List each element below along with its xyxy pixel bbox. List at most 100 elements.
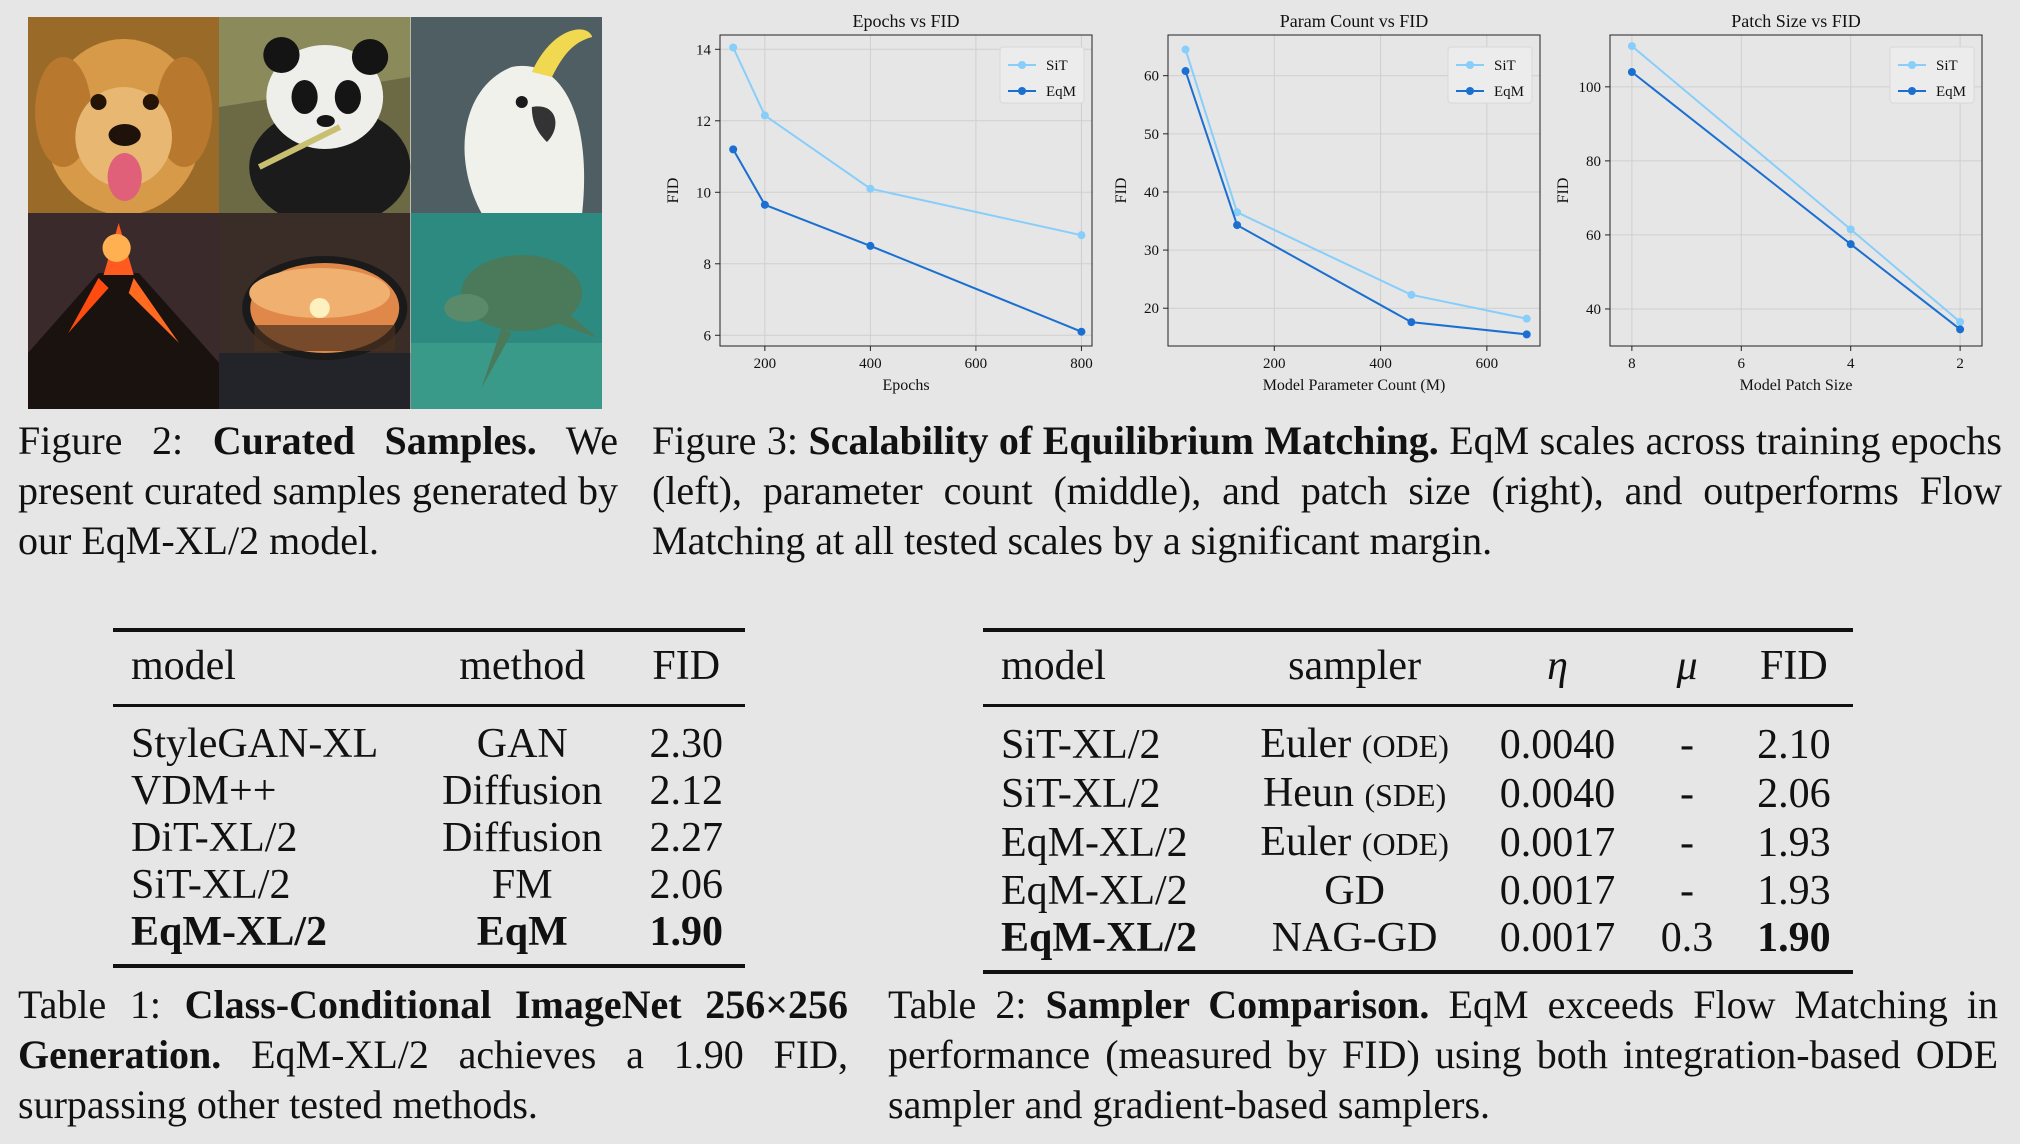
table-row: StyleGAN-XL GAN 2.30: [113, 706, 745, 769]
photo-golden-retriever: [28, 17, 220, 213]
legend-marker: [1018, 61, 1026, 69]
x-tick-label: 800: [1070, 356, 1093, 372]
plot-frame: [1167, 34, 1541, 347]
chart-param-count-vs-fid: 20 30 40 50 60 200 400 600 Param Count vs FID Mod…: [1108, 0, 1558, 400]
data-point-eqm: [1956, 325, 1965, 334]
table2-cell-sampler: Euler (ODE): [1233, 819, 1475, 868]
legend-marker: [1466, 87, 1474, 95]
chart-title: Param Count vs FID: [1280, 11, 1429, 31]
series-line-sit: [1184, 49, 1527, 320]
table2-cell-sampler: Heun (SDE): [1233, 770, 1475, 819]
sampler-type: (ODE): [1361, 826, 1449, 862]
table2-cell-mu: 0.3: [1660, 915, 1714, 961]
table2-cell-model: EqM-XL/2: [1001, 820, 1188, 866]
chart-patch-size-vs-fid: 40 60 80 100 8 6 4 2 Patch Size vs FID Model Patc…: [1550, 0, 2000, 400]
table2-cell-fid: 2.10: [1757, 722, 1831, 768]
y-axis-label: FID: [1555, 178, 1572, 204]
table2-cell-mu: -: [1680, 722, 1695, 768]
data-point-sit: [760, 111, 769, 120]
photo-car-mirror-sunset: [219, 213, 411, 409]
table2-cell-mu: -: [1680, 771, 1695, 817]
data-point-eqm: [1627, 68, 1636, 77]
chart-title: Epochs vs FID: [853, 11, 960, 31]
x-tick-label: 4: [1847, 356, 1855, 372]
figure3-caption: Figure 3: Scalability of Equilibrium Mat…: [652, 416, 2002, 566]
table2-header-fid: FID: [1734, 630, 1853, 707]
figure2-caption: Figure 2: Curated Samples. We present cu…: [18, 416, 618, 566]
plot-frame: [719, 34, 1093, 347]
table2-cell-model: EqM-XL/2: [1001, 868, 1188, 914]
series-line-eqm: [732, 148, 1082, 333]
data-point-eqm: [1846, 240, 1855, 249]
table1-cell-model: DiT-XL/2: [131, 815, 298, 861]
data-point-eqm: [729, 145, 738, 154]
table-row: EqM-XL/2 Euler (ODE) 0.0017 - 1.93: [983, 819, 1853, 868]
table-row: VDM++ Diffusion 2.12: [113, 768, 745, 815]
table2-cell-eta: 0.0040: [1499, 771, 1616, 817]
table2-caption-title: Sampler Comparison.: [1045, 982, 1430, 1027]
table2-header-model: model: [983, 630, 1234, 707]
data-point-sit: [1627, 42, 1636, 51]
x-tick-label: 400: [859, 356, 882, 372]
y-tick-label: 50: [1144, 127, 1159, 143]
x-tick-label: 6: [1738, 356, 1746, 372]
chart-title: Patch Size vs FID: [1731, 11, 1861, 31]
legend-marker: [1908, 87, 1916, 95]
data-point-eqm: [760, 200, 769, 209]
data-point-sit: [866, 184, 875, 193]
table1-cell-method: GAN: [476, 721, 568, 767]
series-line-eqm: [1184, 70, 1527, 336]
legend-marker: [1908, 61, 1916, 69]
table1-cell-model: StyleGAN-XL: [131, 721, 379, 767]
y-tick-label: 40: [1586, 302, 1601, 318]
y-tick-label: 10: [696, 185, 711, 201]
chart-svg: 20 30 40 50 60 200 400 600 Param Count vs FID Mod…: [1113, 11, 1541, 394]
data-point-sit: [1522, 314, 1531, 323]
table2-caption-label: Table 2:: [888, 982, 1046, 1027]
sampler-type: (SDE): [1364, 777, 1447, 813]
table2-cell-mu: -: [1680, 868, 1695, 914]
x-axis-label: Epochs: [882, 377, 929, 394]
table2-cell-fid: 1.93: [1757, 868, 1831, 914]
table2-cell-sampler: NAG-GD: [1233, 915, 1475, 972]
sampler-type: (ODE): [1361, 728, 1449, 764]
table-row: SiT-XL/2 Heun (SDE) 0.0040 - 2.06: [983, 770, 1853, 819]
table-row: SiT-XL/2 FM 2.06: [113, 862, 745, 909]
x-tick-label: 600: [1476, 356, 1499, 372]
table1-cell-model: VDM++: [131, 768, 277, 814]
table1-cell-method: Diffusion: [442, 768, 603, 814]
table1-cell-fid: 2.30: [649, 721, 724, 767]
table2-cell-eta: 0.0017: [1499, 868, 1616, 914]
y-tick-label: 12: [696, 114, 711, 130]
data-point-sit: [1077, 231, 1086, 240]
table1-caption-label: Table 1:: [18, 982, 185, 1027]
sampler-name: GD: [1324, 868, 1385, 914]
legend-label: EqM: [1936, 84, 1966, 100]
legend-label: EqM: [1046, 84, 1076, 100]
table1-cell-method: Diffusion: [442, 815, 603, 861]
table1-caption: Table 1: Class-Conditional ImageNet 256×…: [18, 980, 848, 1130]
table1-cell-model: SiT-XL/2: [131, 862, 291, 908]
curated-samples-grid: [28, 17, 602, 409]
data-point-eqm: [1407, 318, 1416, 327]
table-row: SiT-XL/2 Euler (ODE) 0.0040 - 2.10: [983, 706, 1853, 771]
table2-header-sampler: sampler: [1233, 630, 1476, 707]
chart-epochs-vs-fid: 6 8 10 12 14 200 400 600 800 Epochs vs FID Epochs F…: [660, 0, 1110, 400]
y-tick-label: 60: [1144, 69, 1159, 85]
table-row: DiT-XL/2 Diffusion 2.27: [113, 815, 745, 862]
table2-cell-mu: -: [1680, 820, 1695, 866]
table2-cell-model: EqM-XL/2: [1001, 915, 1198, 961]
data-point-sit: [1181, 45, 1190, 54]
x-axis-label: Model Patch Size: [1740, 377, 1853, 394]
table2-cell-fid: 2.06: [1757, 771, 1831, 817]
table1-caption-text: EqM-XL/2 achieves a 1.90 FID, surpassing…: [18, 1032, 848, 1127]
x-tick-label: 400: [1369, 356, 1392, 372]
y-axis-label: FID: [1113, 178, 1130, 204]
legend-label: SiT: [1046, 58, 1068, 74]
table1-cell-method: FM: [491, 862, 553, 908]
table1-cell-fid: 2.27: [649, 815, 724, 861]
table1-header-method: method: [416, 630, 628, 707]
figure3-caption-label: Figure 3:: [652, 418, 809, 463]
y-tick-label: 8: [704, 257, 712, 273]
data-point-eqm: [1233, 221, 1242, 230]
